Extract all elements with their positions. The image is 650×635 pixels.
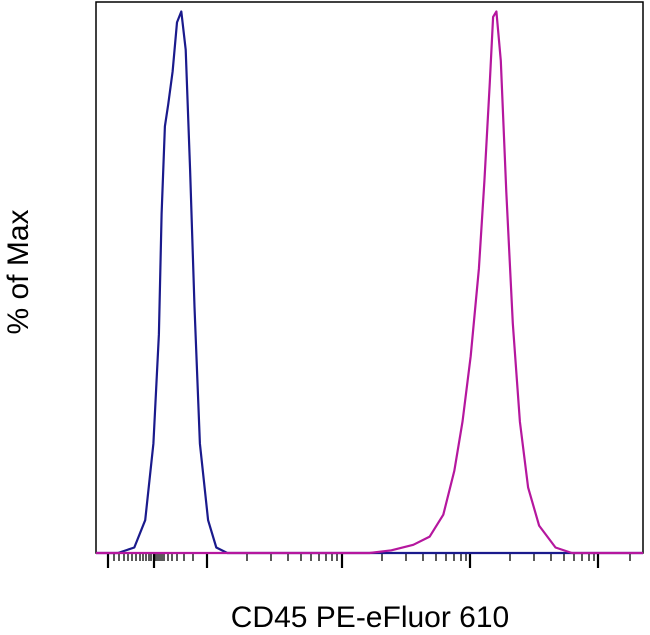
plot-frame [95, 1, 644, 554]
histogram-series-2 [96, 10, 643, 555]
histogram-series-1 [96, 10, 643, 555]
x-major-ticks [106, 554, 600, 568]
x-minor-ticks [113, 554, 631, 561]
x-axis-label: CD45 PE-eFluor 610 [231, 601, 509, 634]
y-axis-label: % of Max [2, 209, 35, 334]
series-layer [96, 10, 643, 555]
